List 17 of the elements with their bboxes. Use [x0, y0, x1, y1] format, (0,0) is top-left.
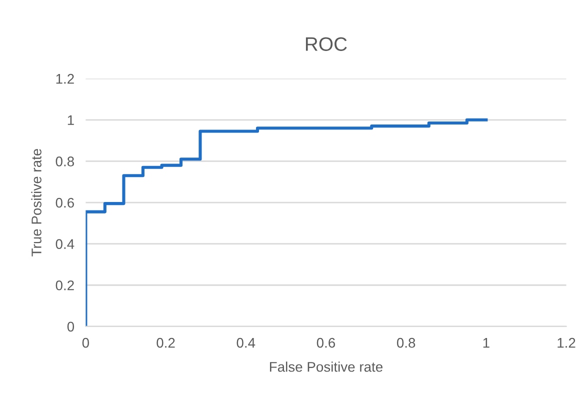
x-tick-label: 1.2	[558, 338, 576, 348]
x-tick-label: 0.2	[156, 338, 175, 348]
x-tick-label: 0.6	[316, 338, 336, 348]
y-tick-label: 0.6	[56, 198, 74, 208]
x-tick-label: 0	[82, 338, 90, 348]
y-tick-label: 0.4	[56, 239, 74, 249]
y-tick-label: 0.8	[56, 156, 74, 166]
y-axis-title: True Positive rate	[31, 148, 42, 256]
x-tick-label: 1	[483, 338, 490, 348]
x-tick-label: 0.4	[236, 338, 256, 348]
y-tick-label: 0	[67, 322, 74, 332]
y-tick-label: 1	[68, 115, 74, 125]
x-tick-label: 0.8	[396, 338, 416, 348]
chart-title: ROC	[306, 37, 347, 51]
y-tick-label: 0.2	[56, 280, 74, 290]
x-axis-title: False Positive rate	[270, 362, 382, 372]
y-tick-label: 1.2	[56, 74, 74, 84]
